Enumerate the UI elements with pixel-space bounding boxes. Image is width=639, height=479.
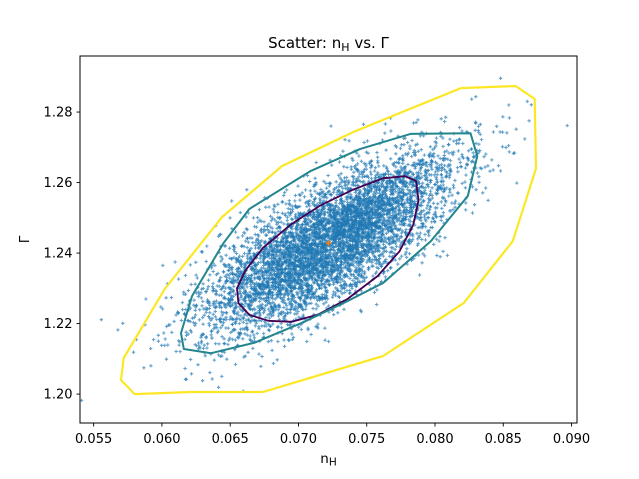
axes-spines (79, 55, 578, 424)
x-tick-label: 0.085 (485, 432, 522, 447)
y-tick-label: 1.26 (44, 176, 73, 191)
x-tick-label: 0.070 (280, 432, 317, 447)
x-tick-label: 0.060 (143, 432, 180, 447)
x-tick-label: 0.055 (75, 432, 112, 447)
y-axis-label: Γ (17, 235, 33, 243)
x-tick-label: 0.080 (416, 432, 453, 447)
chart-title: Scatter: nH vs. Γ (268, 34, 389, 54)
y-tick-label: 1.22 (44, 317, 73, 332)
y-tick-label: 1.20 (44, 388, 73, 403)
title-subscript: H (341, 41, 349, 54)
x-tick-label: 0.065 (212, 432, 249, 447)
x-tick-label: 0.075 (348, 432, 385, 447)
xlabel-subscript: H (329, 457, 337, 469)
y-axis: 1.20 1.22 1.24 1.26 1.28 (44, 106, 80, 403)
x-tick-label: 0.090 (553, 432, 590, 447)
y-tick-label: 1.28 (44, 106, 73, 121)
contour-outer (119, 84, 538, 396)
contour-inner (236, 175, 420, 323)
best-fit-marker-layer (325, 240, 332, 246)
best-fit-plus-marker (325, 240, 332, 246)
x-axis: 0.055 0.060 0.065 0.070 0.075 0.080 0.085 0.090 (75, 423, 590, 447)
contour-layer (119, 84, 538, 396)
y-tick-label: 1.24 (44, 247, 73, 262)
contour-middle (180, 132, 479, 355)
x-axis-label: nH (320, 451, 336, 469)
